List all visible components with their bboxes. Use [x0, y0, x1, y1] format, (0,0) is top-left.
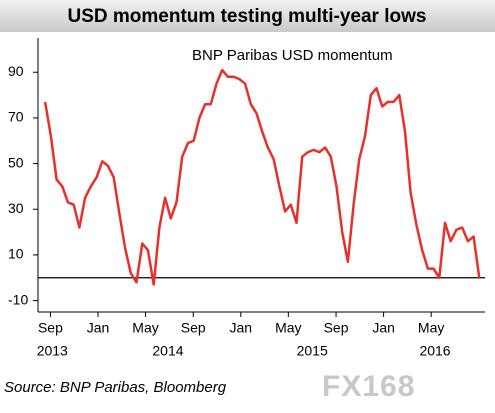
x-tick-label: Jan: [230, 320, 253, 336]
y-tick-label: 10: [8, 246, 24, 262]
x-tick-label: Sep: [324, 320, 349, 336]
title-bar: [0, 0, 495, 32]
y-tick-label: 90: [8, 63, 24, 79]
year-label: 2014: [152, 343, 183, 359]
year-label: 2013: [37, 343, 68, 359]
x-tick-label: Jan: [372, 320, 395, 336]
x-tick-label: May: [132, 320, 158, 336]
x-tick-label: Sep: [38, 320, 63, 336]
watermark: FX168: [322, 370, 415, 403]
x-tick-label: Sep: [181, 320, 206, 336]
x-tick-label: Jan: [87, 320, 110, 336]
year-label: 2015: [297, 343, 328, 359]
x-tick-label: May: [418, 320, 444, 336]
series-line: [43, 68, 481, 286]
y-tick-label: 50: [8, 154, 24, 170]
year-label: 2016: [419, 343, 450, 359]
y-tick-label: 70: [8, 109, 24, 125]
y-tick-label: 30: [8, 200, 24, 216]
source: Source: BNP Paribas, Bloomberg: [4, 379, 227, 396]
legend-label: BNP Paribas USD momentum: [192, 47, 393, 64]
chart-title: USD momentum testing multi-year lows: [68, 6, 427, 27]
y-tick-label: -10: [8, 291, 28, 307]
x-tick-label: May: [275, 320, 301, 336]
